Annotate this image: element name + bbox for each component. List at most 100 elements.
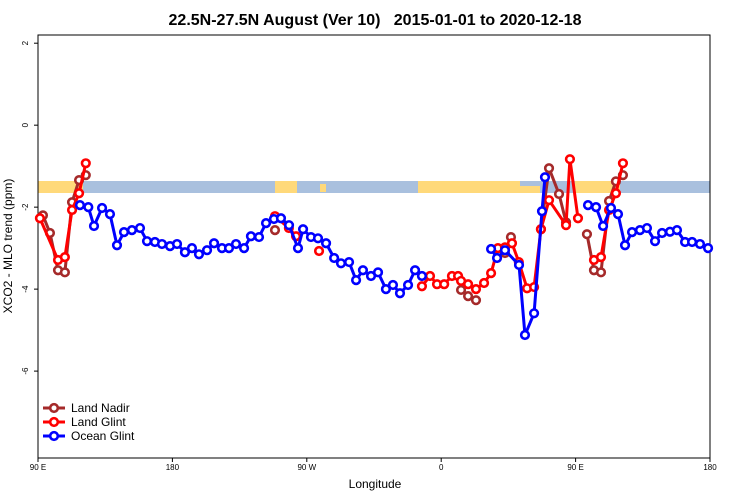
point: [141, 236, 153, 247]
point: [656, 227, 668, 239]
point: [595, 252, 607, 263]
land-patch: [520, 186, 540, 193]
chart-title: 22.5N-27.5N August (Ver 10) 2015-01-01 t…: [169, 12, 582, 29]
point: [245, 231, 257, 242]
point: [88, 220, 100, 232]
point: [59, 267, 70, 278]
point: [528, 308, 540, 319]
x-axis-label: Longitude: [349, 477, 402, 491]
point: [357, 265, 369, 276]
point: [329, 252, 340, 264]
point: [543, 195, 555, 206]
point: [543, 163, 555, 174]
point: [126, 225, 138, 236]
point: [66, 204, 78, 216]
y-tick-label: 0: [21, 122, 30, 127]
point: [702, 243, 714, 254]
point: [312, 233, 324, 244]
point: [104, 209, 116, 220]
point: [506, 238, 518, 249]
point: [470, 284, 482, 295]
legend-marker: [48, 416, 60, 428]
point: [118, 227, 130, 238]
point: [387, 279, 399, 291]
point: [572, 213, 584, 224]
point: [73, 188, 85, 199]
point: [74, 200, 86, 211]
point: [83, 202, 94, 213]
x-tick-label: 90 E: [30, 463, 46, 472]
x-tick-label: 90 W: [297, 463, 316, 472]
point: [424, 270, 436, 282]
point: [193, 249, 205, 260]
point: [539, 172, 551, 183]
point: [641, 222, 653, 234]
point: [350, 275, 362, 286]
point: [409, 265, 421, 276]
point: [156, 238, 168, 250]
point: [313, 245, 325, 257]
y-tick-label: -4: [21, 285, 30, 293]
land-patch: [575, 181, 620, 193]
point: [223, 243, 235, 254]
legend-label: Land Nadir: [71, 401, 130, 415]
point: [686, 236, 698, 248]
point: [605, 202, 617, 214]
x-tick-label: 180: [166, 463, 180, 472]
point: [335, 258, 347, 269]
point: [372, 267, 384, 278]
point: [380, 284, 392, 295]
ocean-strip: [38, 181, 710, 193]
point: [96, 202, 108, 214]
point: [610, 188, 622, 199]
point: [275, 213, 287, 224]
point: [560, 220, 572, 231]
point: [671, 225, 683, 236]
point: [595, 267, 607, 278]
point: [513, 259, 525, 271]
point: [439, 279, 450, 290]
land-patch: [418, 181, 520, 193]
point: [470, 295, 482, 306]
point: [80, 158, 91, 169]
point: [253, 231, 265, 243]
point: [499, 245, 511, 256]
point: [402, 279, 414, 291]
point: [208, 238, 220, 249]
point: [394, 288, 406, 299]
y-axis-label: XCO2 - MLO trend (ppm): [1, 179, 15, 314]
point: [519, 329, 531, 341]
point: [320, 238, 332, 249]
legend-marker: [48, 402, 60, 414]
point: [478, 277, 490, 289]
point: [260, 218, 272, 229]
point: [186, 243, 198, 254]
land-patch: [275, 181, 297, 193]
point: [590, 202, 602, 213]
point: [416, 281, 428, 292]
point: [694, 238, 706, 250]
point: [111, 240, 123, 251]
y-tick-label: -6: [21, 367, 30, 375]
point: [612, 209, 624, 220]
point: [297, 224, 309, 235]
x-tick-label: 0: [439, 463, 444, 472]
point: [626, 227, 638, 238]
land-patch: [320, 184, 326, 192]
point: [462, 290, 474, 302]
y-tick-label: -2: [21, 203, 30, 211]
point: [343, 256, 355, 268]
point: [34, 213, 46, 224]
point: [292, 243, 304, 254]
point: [582, 200, 594, 211]
point: [230, 238, 242, 250]
point: [491, 252, 503, 264]
point: [269, 225, 281, 236]
legend-label: Land Glint: [71, 415, 126, 429]
land-patch: [38, 181, 83, 193]
point: [416, 270, 428, 282]
point: [462, 279, 474, 290]
legend-label: Ocean Glint: [71, 429, 135, 443]
point: [553, 188, 565, 200]
